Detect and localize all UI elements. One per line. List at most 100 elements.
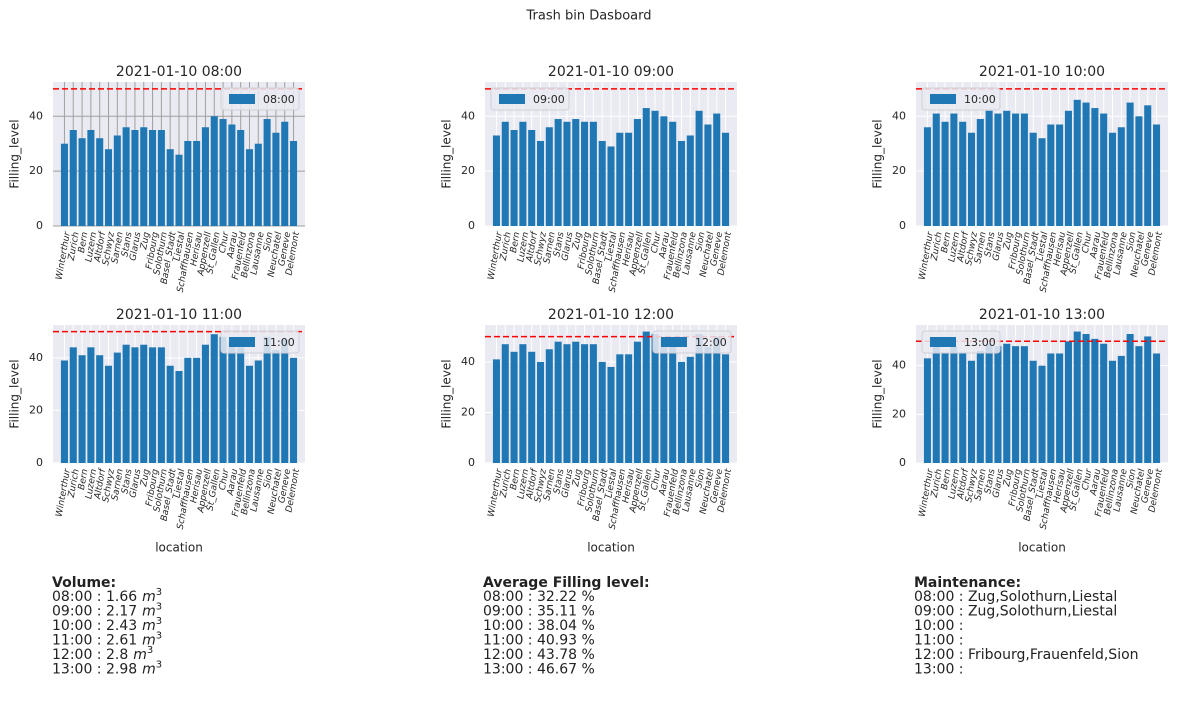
legend-swatch — [930, 337, 956, 347]
panel-line-text: 12:00 : Fribourg,Frauenfeld,Sion — [914, 647, 1139, 663]
bar — [104, 149, 113, 226]
bar — [245, 149, 254, 226]
panel-title: Volume: — [52, 575, 116, 591]
bar — [184, 140, 192, 226]
bar — [686, 356, 694, 463]
bar — [131, 347, 139, 463]
bar — [616, 132, 624, 226]
panel-line: 12:00 : Fribourg,Frauenfeld,Sion — [914, 647, 1139, 663]
bar — [1117, 127, 1125, 226]
bar — [994, 346, 1002, 463]
bar — [625, 132, 633, 226]
bar — [536, 140, 545, 226]
panel-line: 11:00 : 2.61 m3 — [52, 631, 162, 649]
bar — [669, 344, 677, 463]
x-tick-label: Zug — [139, 231, 152, 251]
bar — [1047, 124, 1055, 226]
legend-box — [652, 330, 732, 354]
bar — [651, 334, 659, 463]
bar — [254, 143, 262, 226]
panel-line: 11:00 : 40.93 % — [483, 633, 595, 649]
legend-box — [220, 330, 300, 354]
bar — [166, 365, 174, 463]
bar — [1047, 353, 1055, 463]
panel-line-text: 09:00 : Zug,Solothurn,Liestal — [914, 604, 1117, 620]
x-tick-label: Zug — [571, 468, 584, 488]
bar — [1091, 108, 1099, 226]
panel-line-text: 11:00 : — [914, 633, 964, 649]
unit: m — [142, 662, 156, 678]
x-tick-label: Chur — [650, 230, 664, 254]
legend-box — [921, 87, 1001, 111]
bar — [1038, 365, 1046, 463]
bar — [1100, 113, 1108, 226]
y-tick-label: 20 — [29, 403, 43, 416]
bar — [572, 119, 580, 226]
bar — [78, 355, 86, 463]
bar — [1144, 105, 1152, 226]
x-tick-label: Aarau — [226, 231, 241, 260]
bar — [677, 361, 686, 463]
bar — [96, 355, 104, 463]
x-tick-label: Bern — [509, 468, 523, 491]
y-tick-label: 0 — [36, 219, 43, 232]
bar — [1144, 336, 1152, 463]
bar — [519, 344, 527, 463]
y-tick-label: 20 — [461, 164, 475, 177]
unit: m — [133, 647, 147, 663]
panel-line: 12:00 : 43.78 % — [483, 647, 595, 663]
bar — [1108, 360, 1117, 463]
bar — [254, 360, 262, 463]
x-tick-label: Bern — [940, 468, 954, 491]
chart-title: 2021-01-10 13:00 — [979, 307, 1105, 323]
bar — [941, 121, 949, 226]
dashboard-title: Trash bin Dasboard — [525, 9, 651, 24]
bar — [60, 360, 68, 463]
x-tick-label: Aarau — [1089, 468, 1104, 497]
chart-title: 2021-01-10 10:00 — [979, 64, 1105, 80]
x-tick-label: Sion — [694, 231, 707, 252]
panel-line-text: 08:00 : Zug,Solothurn,Liestal — [914, 589, 1117, 605]
x-tick-label: Stans — [552, 231, 566, 258]
bar — [669, 121, 677, 226]
y-axis-label: Filling_level — [871, 359, 885, 428]
bar — [1038, 138, 1046, 226]
bar — [1126, 334, 1134, 463]
legend-swatch — [229, 94, 255, 104]
panel-line: 10:00 : — [914, 618, 964, 634]
bar — [290, 140, 298, 226]
x-tick-label: Chur — [1081, 230, 1095, 254]
bar — [1020, 113, 1028, 226]
bar — [228, 124, 236, 226]
bar — [131, 130, 139, 226]
bar — [510, 130, 518, 226]
bar — [184, 357, 192, 463]
bar — [528, 130, 536, 226]
panel-line-text: 11:00 : 40.93 % — [483, 633, 595, 649]
legend-label: 08:00 — [263, 93, 295, 106]
bar — [175, 371, 183, 463]
legend-box — [220, 87, 300, 111]
x-tick-label: Chur — [1081, 467, 1095, 491]
unit: m — [142, 633, 156, 649]
y-tick-label: 20 — [29, 164, 43, 177]
bar — [219, 119, 227, 226]
panel-title: Average Filling level: — [483, 575, 650, 591]
legend-swatch — [499, 94, 525, 104]
x-tick-label: Stans — [120, 468, 134, 495]
bar — [245, 365, 254, 463]
bar — [967, 360, 976, 463]
bar — [1064, 110, 1072, 226]
bar — [263, 336, 271, 463]
x-tick-label: Chur — [218, 230, 232, 254]
bar — [201, 127, 209, 226]
bar — [122, 344, 130, 463]
y-tick-label: 40 — [892, 359, 906, 372]
x-tick-label: Sion — [694, 468, 707, 489]
bar — [1029, 132, 1037, 226]
bar — [528, 351, 536, 463]
unit: m — [142, 618, 156, 634]
panel-line-text: 10:00 : 2.43 — [52, 618, 137, 634]
bar — [625, 354, 633, 463]
legend-label: 11:00 — [263, 336, 295, 349]
